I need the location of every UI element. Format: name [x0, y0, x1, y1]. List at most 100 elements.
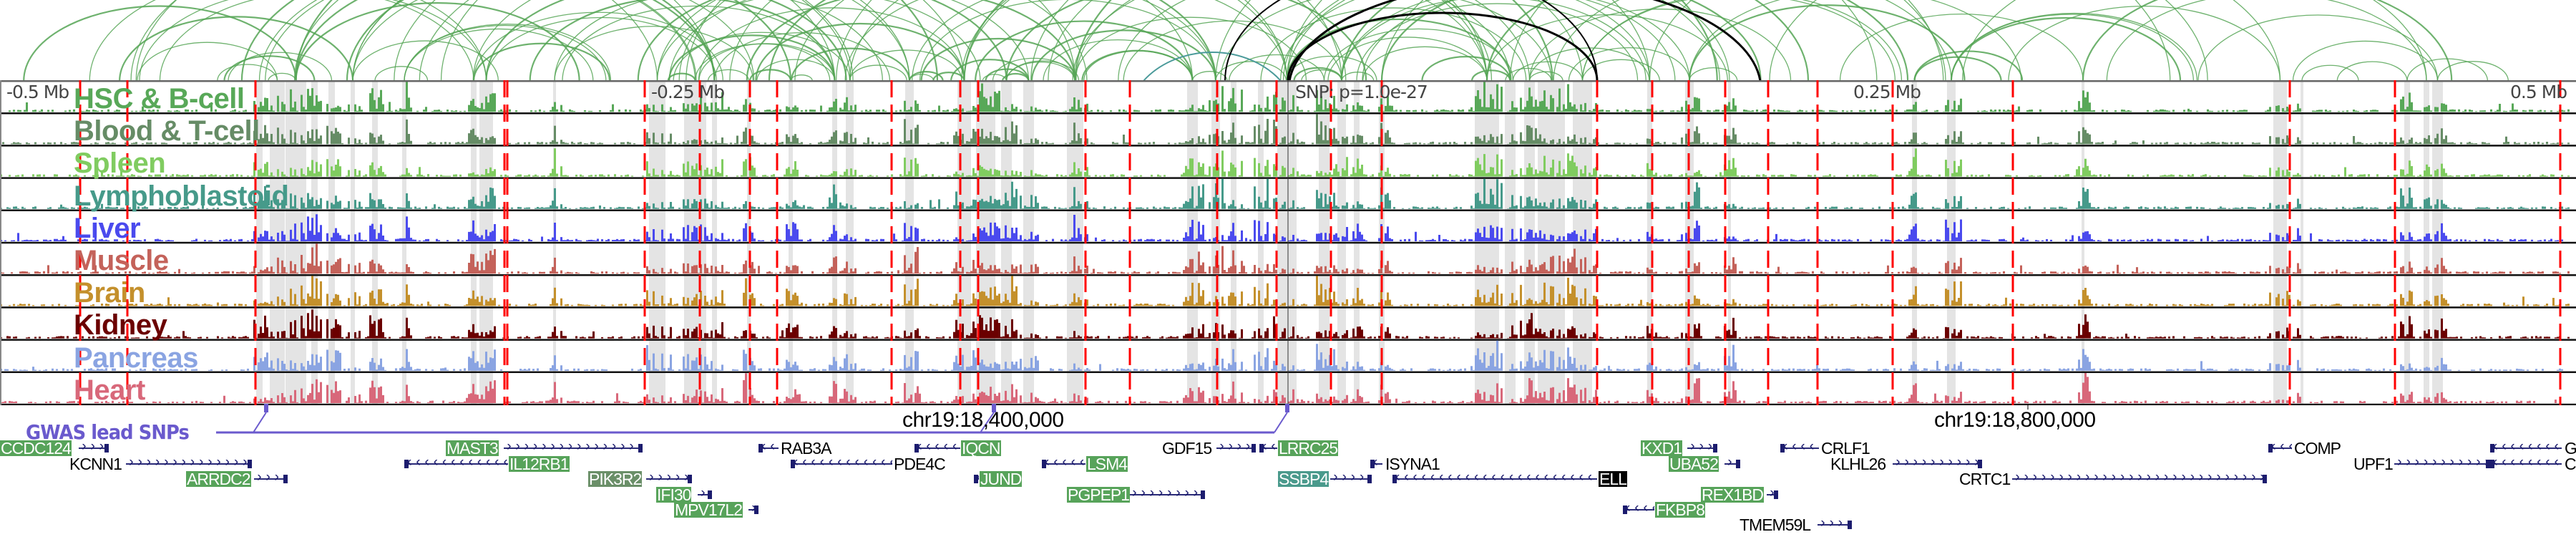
gene-structure-forward-strand[interactable]	[2012, 475, 2267, 483]
interaction-arc	[1123, 20, 1342, 82]
gene-structure-forward-strand[interactable]	[698, 490, 712, 499]
gene-structure-reverse-strand[interactable]	[1259, 444, 1277, 453]
gene-structure-reverse-strand[interactable]	[2268, 444, 2292, 453]
gene-label[interactable]: PDE4C	[894, 455, 946, 473]
gene-label[interactable]: JUND	[980, 470, 1022, 488]
gene-label[interactable]: C	[2565, 455, 2576, 473]
interaction-arc	[135, 0, 716, 82]
gene-label[interactable]: MAST3	[446, 439, 499, 458]
interaction-arc	[1191, 71, 1228, 82]
interaction-arc	[295, 0, 939, 82]
interaction-arc	[1301, 69, 1342, 82]
interaction-arc	[352, 0, 755, 82]
gene-label[interactable]: TMEM59L	[1740, 516, 1811, 534]
interaction-arc	[844, 0, 1216, 82]
gene-structure-reverse-strand[interactable]	[1623, 505, 1654, 514]
gene-structure-reverse-strand[interactable]	[2490, 460, 2562, 468]
interaction-arc	[1083, 50, 1194, 82]
gene-label[interactable]: REX1BD	[1701, 485, 1764, 504]
gene-structure-reverse-strand[interactable]	[914, 444, 960, 453]
axis-label-mid-right: 0.25 Mb	[1853, 82, 1921, 102]
coordinate-label: chr19:18,400,000	[902, 408, 1064, 432]
gene-label[interactable]: G	[2565, 439, 2576, 458]
interaction-arc	[656, 0, 1088, 82]
gene-structure-forward-strand[interactable]	[504, 444, 643, 453]
gene-structure-forward-strand[interactable]	[126, 460, 252, 468]
interaction-arc	[1688, 4, 1966, 82]
gwas-snp-marker[interactable]	[264, 404, 268, 412]
interaction-arc	[1048, 0, 1584, 82]
interaction-arc	[472, 0, 910, 82]
gene-label[interactable]: UBA52	[1669, 455, 1719, 473]
gene-structure-reverse-strand[interactable]	[1392, 475, 1597, 483]
gene-label[interactable]: CRLF1	[1821, 439, 1870, 458]
gene-structure-forward-strand[interactable]	[79, 444, 109, 453]
gene-structure-forward-strand[interactable]	[1687, 444, 1717, 453]
gene-label[interactable]: IQCN	[961, 439, 1001, 458]
gene-structure-forward-strand[interactable]	[1893, 460, 1982, 468]
interaction-arc	[1005, 0, 1367, 82]
gene-structure-forward-strand[interactable]	[1818, 521, 1852, 529]
gene-label[interactable]: PGPEP1	[1067, 485, 1130, 504]
gene-structure-forward-strand[interactable]	[1330, 475, 1372, 483]
gene-label[interactable]: CCDC124	[0, 439, 72, 458]
gene-structure-forward-strand[interactable]	[254, 475, 288, 483]
gene-structure-reverse-strand[interactable]	[2490, 444, 2562, 453]
interaction-arc	[637, 0, 1008, 82]
signal-track-9	[0, 340, 2563, 371]
gene-label[interactable]: COMP	[2294, 439, 2341, 458]
gene-label[interactable]: KCNN1	[69, 455, 122, 473]
gene-label[interactable]: ISYNA1	[1385, 455, 1440, 473]
gene-label[interactable]: IL12RB1	[509, 455, 570, 473]
gene-structure-forward-strand[interactable]	[2394, 460, 2490, 468]
interaction-arc	[2197, 14, 2439, 82]
gene-label[interactable]: PIK3R2	[588, 470, 642, 488]
gene-exon-block	[758, 444, 763, 453]
interaction-arc	[1286, 0, 1721, 82]
interaction-arc	[258, 0, 697, 82]
gene-label[interactable]: GDF15	[1162, 439, 1212, 458]
interaction-arc	[2292, 40, 2439, 82]
gwas-snp-marker[interactable]	[1285, 404, 1289, 412]
lead-snp-interaction-arc[interactable]	[1288, 0, 1762, 82]
gene-label[interactable]: KXD1	[1641, 439, 1682, 458]
signal-track-1	[9, 82, 2570, 112]
lead-snp-interaction-arc[interactable]	[1224, 0, 1598, 82]
gene-exon-block	[1392, 475, 1397, 483]
gene-exon-block	[2490, 444, 2494, 453]
gwas-snp-marker[interactable]	[992, 404, 996, 412]
interaction-arc	[920, 37, 1076, 82]
gene-exon-block	[2486, 460, 2490, 468]
gene-label[interactable]: LRRC25	[1278, 439, 1338, 458]
gene-structure-forward-strand[interactable]	[1129, 490, 1205, 499]
gene-label[interactable]: ARRDC2	[186, 470, 251, 488]
gene-structure-reverse-strand[interactable]	[758, 444, 779, 453]
gene-structure-reverse-strand[interactable]	[1042, 460, 1085, 468]
gene-label[interactable]: KLHL26	[1830, 455, 1886, 473]
gene-structure-forward-strand[interactable]	[646, 475, 692, 483]
gene-structure-reverse-strand[interactable]	[1370, 460, 1382, 468]
signal-track-4	[0, 178, 2570, 209]
track-label: HSC & B-cell	[74, 83, 245, 115]
gene-label[interactable]: ELL	[1599, 470, 1627, 488]
gene-structure-reverse-strand[interactable]	[791, 460, 892, 468]
gene-structure-forward-strand[interactable]	[1724, 460, 1740, 468]
gene-label[interactable]: LSM4	[1086, 455, 1128, 473]
axis-label-mid-left: -0.25 Mb	[651, 82, 725, 102]
interaction-arc	[656, 0, 981, 82]
gene-exon-block	[688, 475, 692, 483]
gene-exon-block	[754, 505, 758, 514]
gene-exon-block	[1848, 521, 1852, 529]
gene-structure-reverse-strand[interactable]	[1780, 444, 1819, 453]
gene-label[interactable]: CRTC1	[1959, 470, 2011, 488]
gene-label[interactable]: MPV17L2	[674, 500, 743, 519]
gene-label[interactable]: IFI30	[656, 485, 691, 504]
interaction-arc	[909, 74, 935, 82]
gene-label[interactable]: FKBP8	[1655, 500, 1705, 519]
gene-label[interactable]: RAB3A	[781, 439, 831, 458]
gene-structure-reverse-strand[interactable]	[404, 460, 508, 468]
gene-label[interactable]: SSBP4	[1278, 470, 1329, 488]
interaction-arc	[404, 24, 612, 82]
gene-label[interactable]: UPF1	[2353, 455, 2394, 473]
gene-structure-forward-strand[interactable]	[1216, 444, 1256, 453]
